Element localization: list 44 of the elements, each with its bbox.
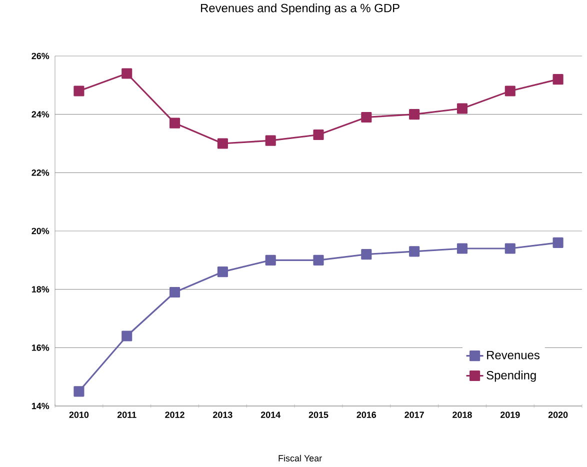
x-tick-label: 2019 — [500, 412, 520, 418]
x-tick-label: 2015 — [308, 412, 328, 418]
x-axis-title: Fiscal Year — [278, 454, 322, 462]
point — [409, 109, 420, 120]
x-tick-label: 2017 — [404, 412, 424, 418]
point — [217, 266, 228, 278]
point — [169, 118, 180, 128]
legend-label: Spending — [486, 370, 536, 382]
legend-label: Revenues — [487, 350, 540, 360]
point — [456, 103, 468, 114]
x-tick-label: 2018 — [452, 412, 472, 418]
point — [122, 68, 132, 79]
x-tick-label: 2013 — [213, 412, 232, 418]
point — [74, 386, 84, 397]
y-tick-label: 14% — [32, 402, 50, 410]
y-tick-label: 24% — [32, 111, 50, 118]
y-tick-label: 18% — [32, 286, 50, 293]
point — [361, 112, 372, 123]
point — [265, 135, 276, 146]
x-tick-label: 2016 — [356, 412, 376, 418]
point — [552, 74, 564, 85]
point — [409, 246, 420, 257]
chart-title: Revenues and Spending as a % GDP — [201, 4, 400, 15]
point — [504, 243, 516, 254]
x-tick-label: 2010 — [69, 412, 89, 418]
point — [74, 86, 84, 96]
y-tick-label: 20% — [32, 228, 50, 234]
x-tick-label: 2012 — [165, 412, 184, 418]
y-tick-label: 16% — [32, 344, 50, 351]
point — [361, 249, 372, 260]
point — [456, 243, 468, 254]
y-tick-label: 26% — [32, 52, 50, 60]
y-tick-label: 22% — [32, 169, 50, 176]
x-tick-label: 2014 — [260, 412, 281, 418]
point — [122, 330, 132, 342]
point — [552, 237, 564, 248]
point — [217, 138, 228, 149]
point — [504, 86, 516, 96]
x-tick-label: 2011 — [117, 412, 136, 418]
point — [313, 129, 324, 140]
point — [313, 254, 324, 266]
x-tick-label: 2020 — [548, 412, 568, 418]
point — [265, 254, 276, 266]
point — [169, 286, 180, 298]
